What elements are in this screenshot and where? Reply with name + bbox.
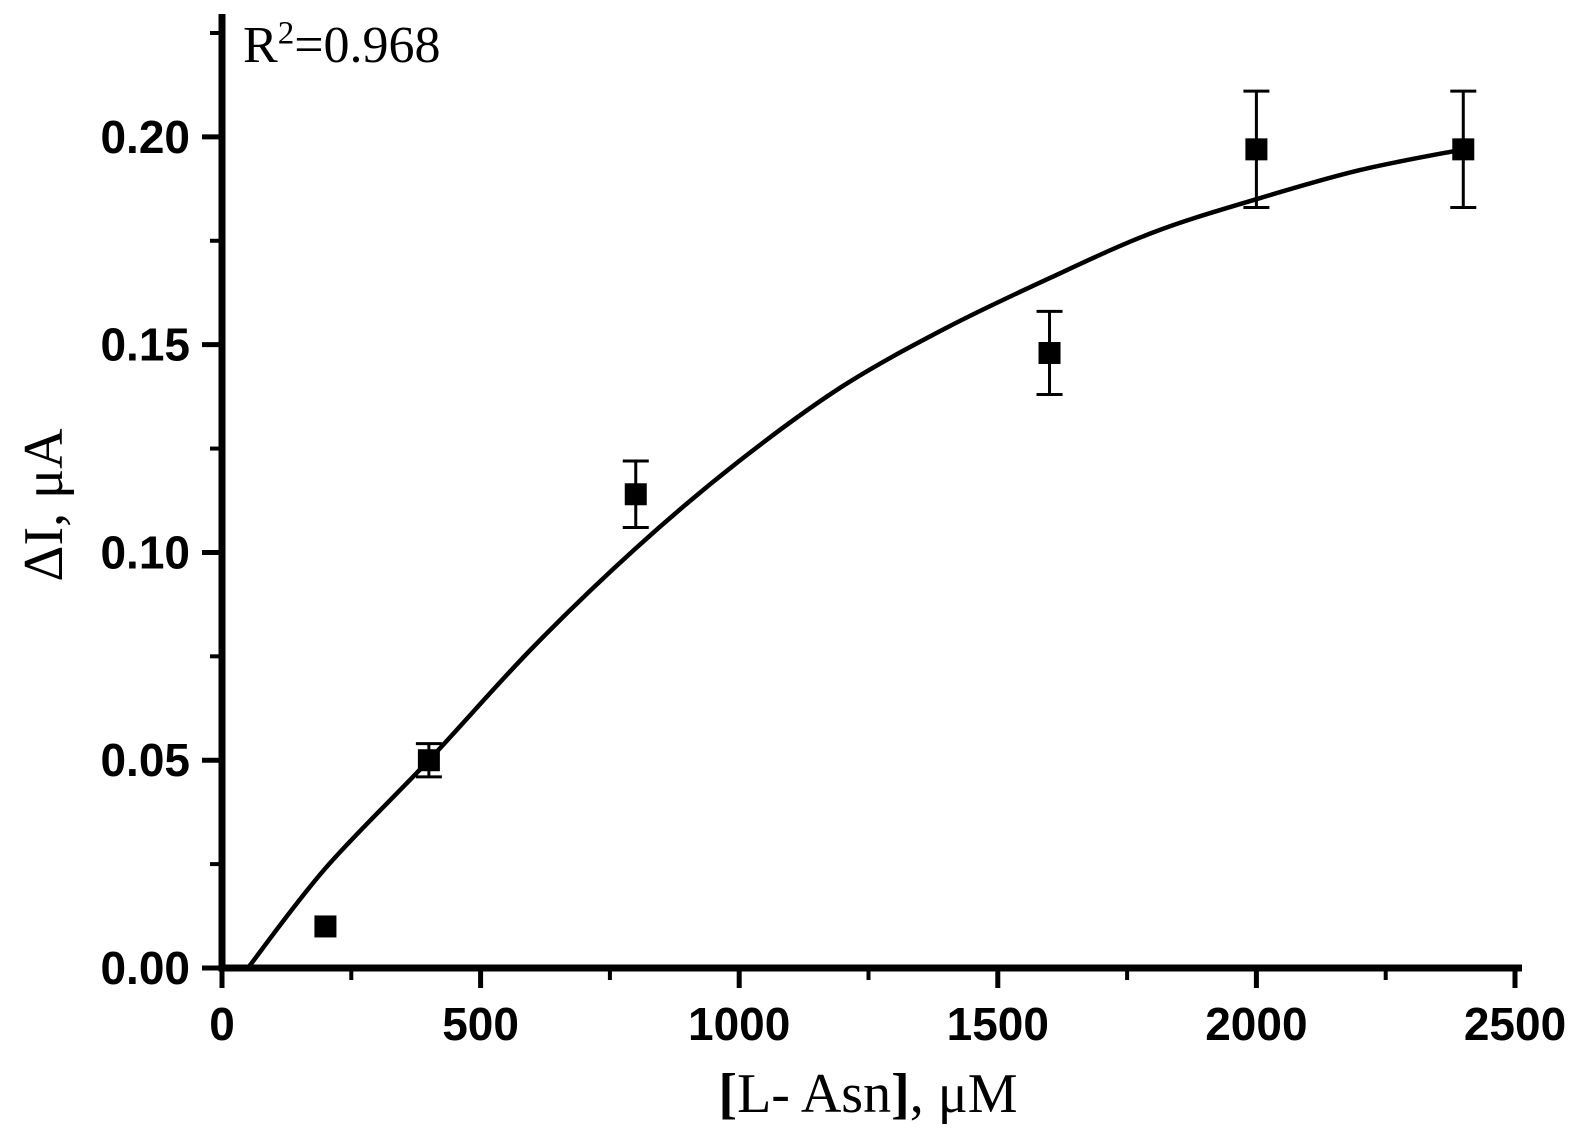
x-axis-title-bracket-open: [ (718, 1063, 738, 1125)
y-tick-label: 0.20 (100, 111, 190, 163)
x-tick-label: 1500 (947, 998, 1049, 1050)
data-point-marker (1245, 138, 1268, 161)
x-tick-label: 1000 (688, 998, 790, 1050)
data-point-marker (417, 749, 440, 772)
data-point-marker (624, 483, 647, 506)
y-tick-label: 0.15 (100, 319, 190, 371)
y-tick-label: 0.10 (100, 526, 190, 578)
r-squared-annotation: R2=0.968 (243, 16, 441, 75)
x-axis-title: [L- Asn], μM (718, 1062, 1017, 1126)
r-squared-base: R (243, 17, 278, 74)
x-tick-label: 2500 (1464, 998, 1566, 1050)
x-tick-label: 500 (442, 998, 519, 1050)
y-tick-label: 0.00 (100, 942, 190, 994)
data-point-marker (1038, 341, 1061, 364)
r-squared-sup: 2 (277, 15, 295, 52)
r-squared-rest: =0.968 (294, 17, 441, 74)
y-axis-title: ΔI, μA (13, 428, 75, 582)
x-tick-label: 0 (209, 998, 235, 1050)
x-axis-title-core: L- Asn (737, 1063, 892, 1125)
data-point-marker (1452, 138, 1475, 161)
x-tick-label: 2000 (1205, 998, 1307, 1050)
fit-curve (245, 147, 1466, 971)
x-axis-title-units: , μM (909, 1063, 1018, 1125)
x-axis-title-bracket-close: ] (891, 1063, 910, 1125)
data-point-marker (314, 915, 337, 938)
y-tick-label: 0.05 (100, 734, 190, 786)
